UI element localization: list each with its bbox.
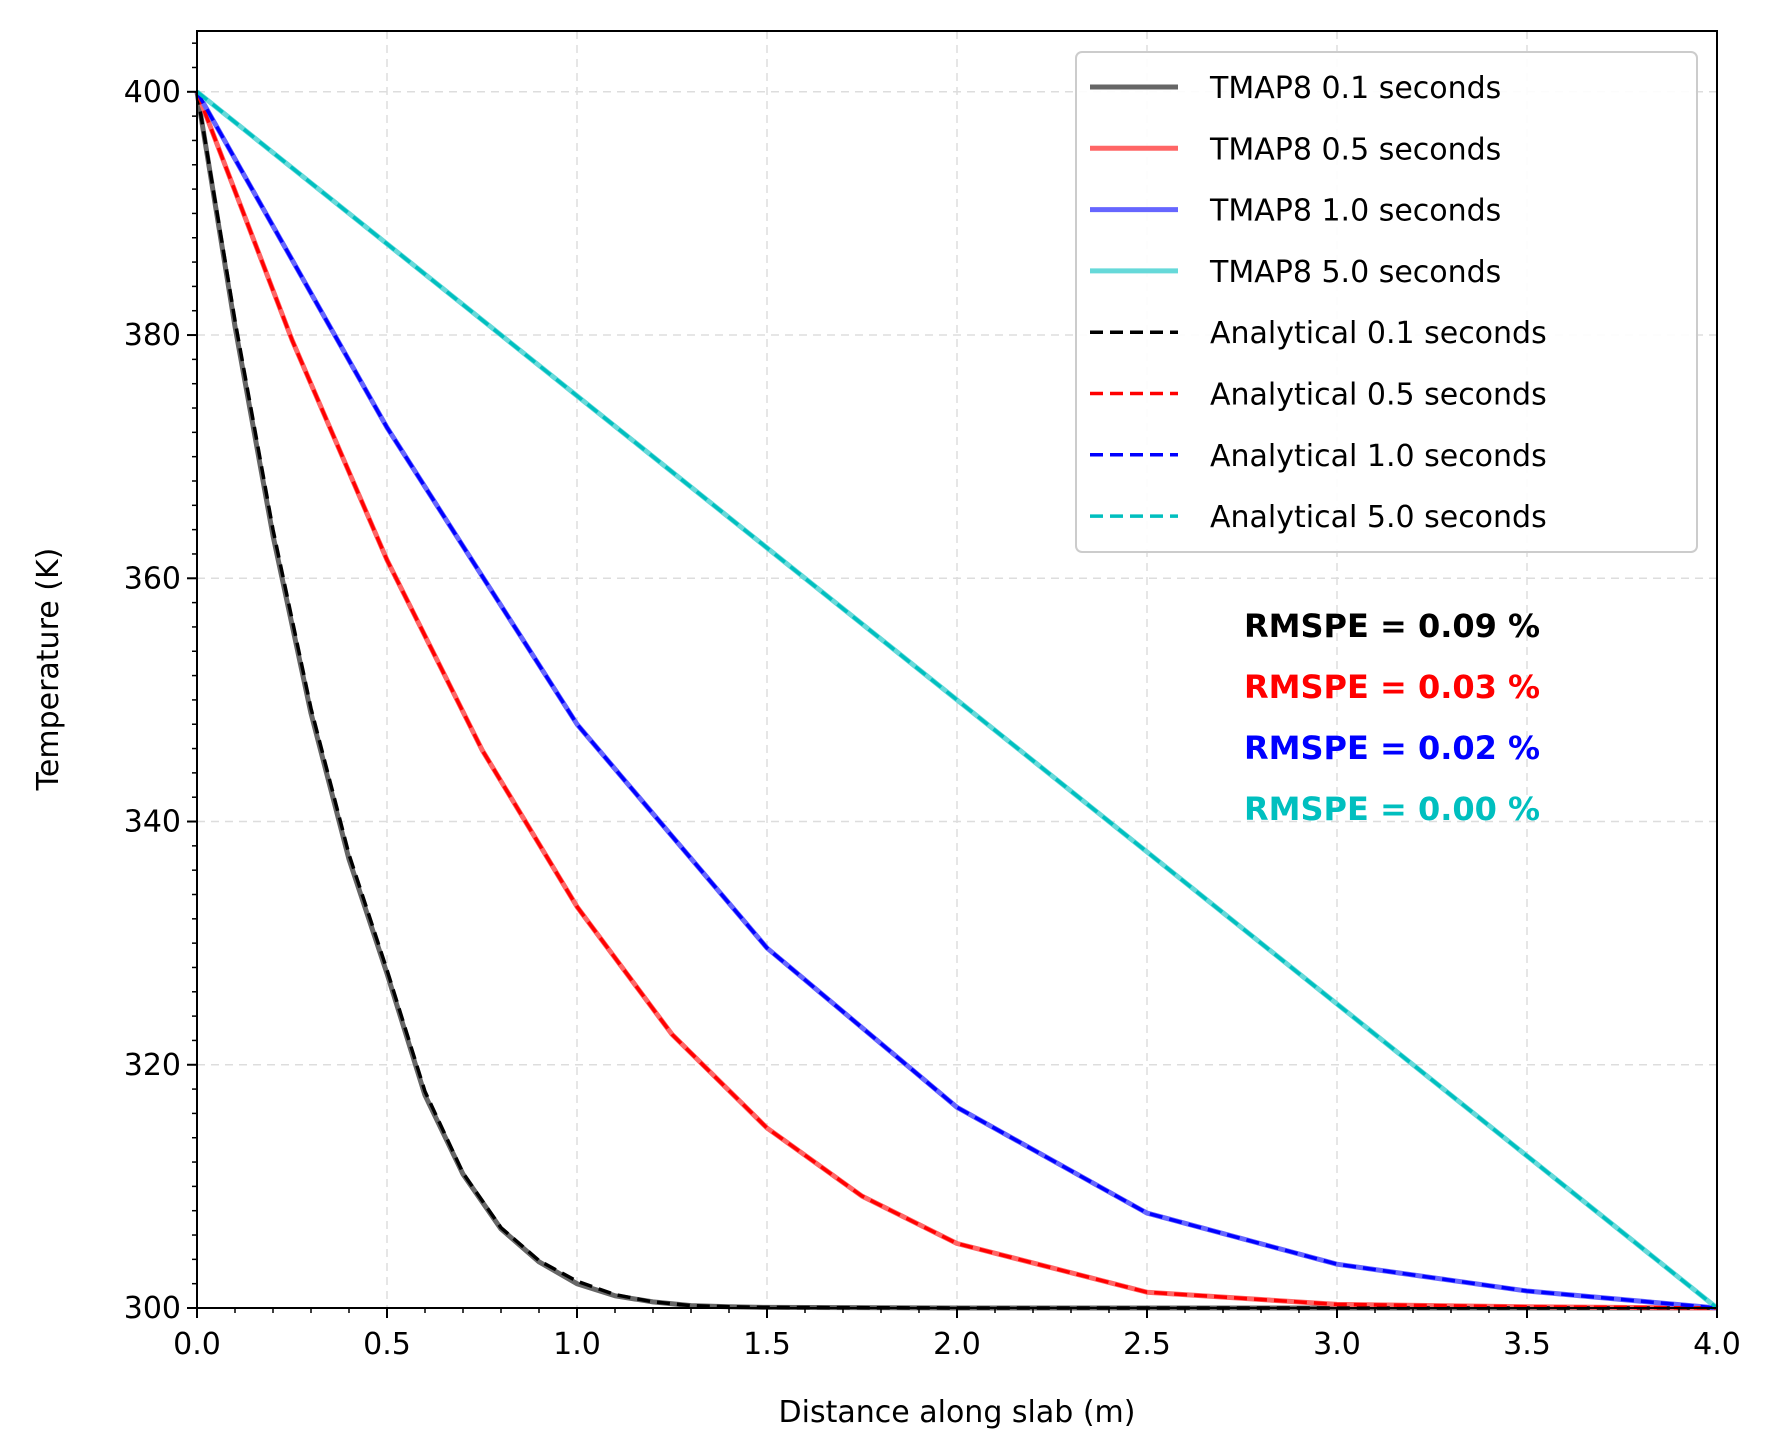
series-line (195, 90, 1718, 1310)
y-tick-label: 380 (124, 318, 181, 353)
x-tick-label: 3.5 (1503, 1327, 1551, 1362)
rmspe-annotation: RMSPE = 0.00 % (1244, 790, 1540, 828)
legend-label: Analytical 0.1 seconds (1210, 316, 1547, 351)
x-tick-label: 2.5 (1123, 1327, 1171, 1362)
rmspe-annotation: RMSPE = 0.02 % (1244, 729, 1540, 767)
x-tick-label: 0.0 (173, 1327, 221, 1362)
legend-label: TMAP8 0.5 seconds (1209, 132, 1501, 167)
rmspe-annotations: RMSPE = 0.09 % RMSPE = 0.03 % RMSPE = 0.02… (1244, 607, 1540, 828)
legend-label: Analytical 5.0 seconds (1210, 500, 1547, 535)
x-tick-label: 4.0 (1693, 1327, 1741, 1362)
legend-label: TMAP8 0.1 seconds (1209, 71, 1501, 106)
legend-label: TMAP8 1.0 seconds (1209, 194, 1501, 229)
y-axis-label: Temperature (K) (31, 548, 66, 792)
y-tick-label: 320 (124, 1048, 181, 1083)
series-layer (194, 89, 1719, 1311)
series-line (195, 90, 1719, 1310)
legend-label: Analytical 0.5 seconds (1210, 378, 1547, 413)
y-tick-label: 400 (124, 75, 181, 110)
x-tick-label: 1.5 (743, 1327, 791, 1362)
axis-ticks: 0.0 0.5 1.0 1.5 2.0 2.5 3.0 3.5 4.0 300 320 340 360 3… (124, 42, 1741, 1362)
x-tick-label: 2.0 (933, 1327, 981, 1362)
legend-label: Analytical 1.0 seconds (1210, 439, 1547, 474)
legend-box (1075, 51, 1698, 553)
x-tick-label: 3.0 (1313, 1327, 1361, 1362)
x-axis-label: Distance along slab (m) (779, 1395, 1136, 1430)
rmspe-annotation: RMSPE = 0.03 % (1244, 668, 1540, 706)
y-tick-label: 340 (124, 805, 181, 840)
legend: TMAP8 0.1 seconds TMAP8 0.5 seconds TMAP8 … (1075, 51, 1698, 553)
series-line (195, 91, 1718, 1310)
rmspe-annotation: RMSPE = 0.09 % (1244, 607, 1540, 645)
legend-label: TMAP8 5.0 seconds (1209, 255, 1501, 290)
x-tick-label: 0.5 (363, 1327, 411, 1362)
y-tick-label: 360 (124, 561, 181, 596)
y-tick-label: 300 (124, 1291, 181, 1326)
x-tick-label: 1.0 (553, 1327, 601, 1362)
